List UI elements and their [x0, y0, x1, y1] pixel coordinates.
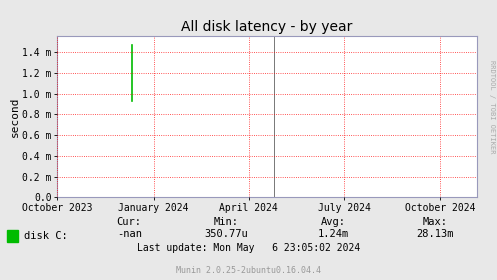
Text: Max:: Max:	[422, 217, 447, 227]
Text: disk C:: disk C:	[24, 231, 68, 241]
Text: RRDTOOL / TOBI OETIKER: RRDTOOL / TOBI OETIKER	[489, 60, 495, 153]
Text: Munin 2.0.25-2ubuntu0.16.04.4: Munin 2.0.25-2ubuntu0.16.04.4	[176, 266, 321, 275]
Y-axis label: second: second	[9, 97, 19, 137]
Text: Min:: Min:	[214, 217, 239, 227]
Text: Avg:: Avg:	[321, 217, 345, 227]
Title: All disk latency - by year: All disk latency - by year	[181, 20, 353, 34]
Text: Last update: Mon May   6 23:05:02 2024: Last update: Mon May 6 23:05:02 2024	[137, 242, 360, 253]
Text: 350.77u: 350.77u	[204, 228, 248, 239]
Text: 1.24m: 1.24m	[318, 228, 348, 239]
Text: -nan: -nan	[117, 228, 142, 239]
Text: Cur:: Cur:	[117, 217, 142, 227]
Text: 28.13m: 28.13m	[416, 228, 454, 239]
